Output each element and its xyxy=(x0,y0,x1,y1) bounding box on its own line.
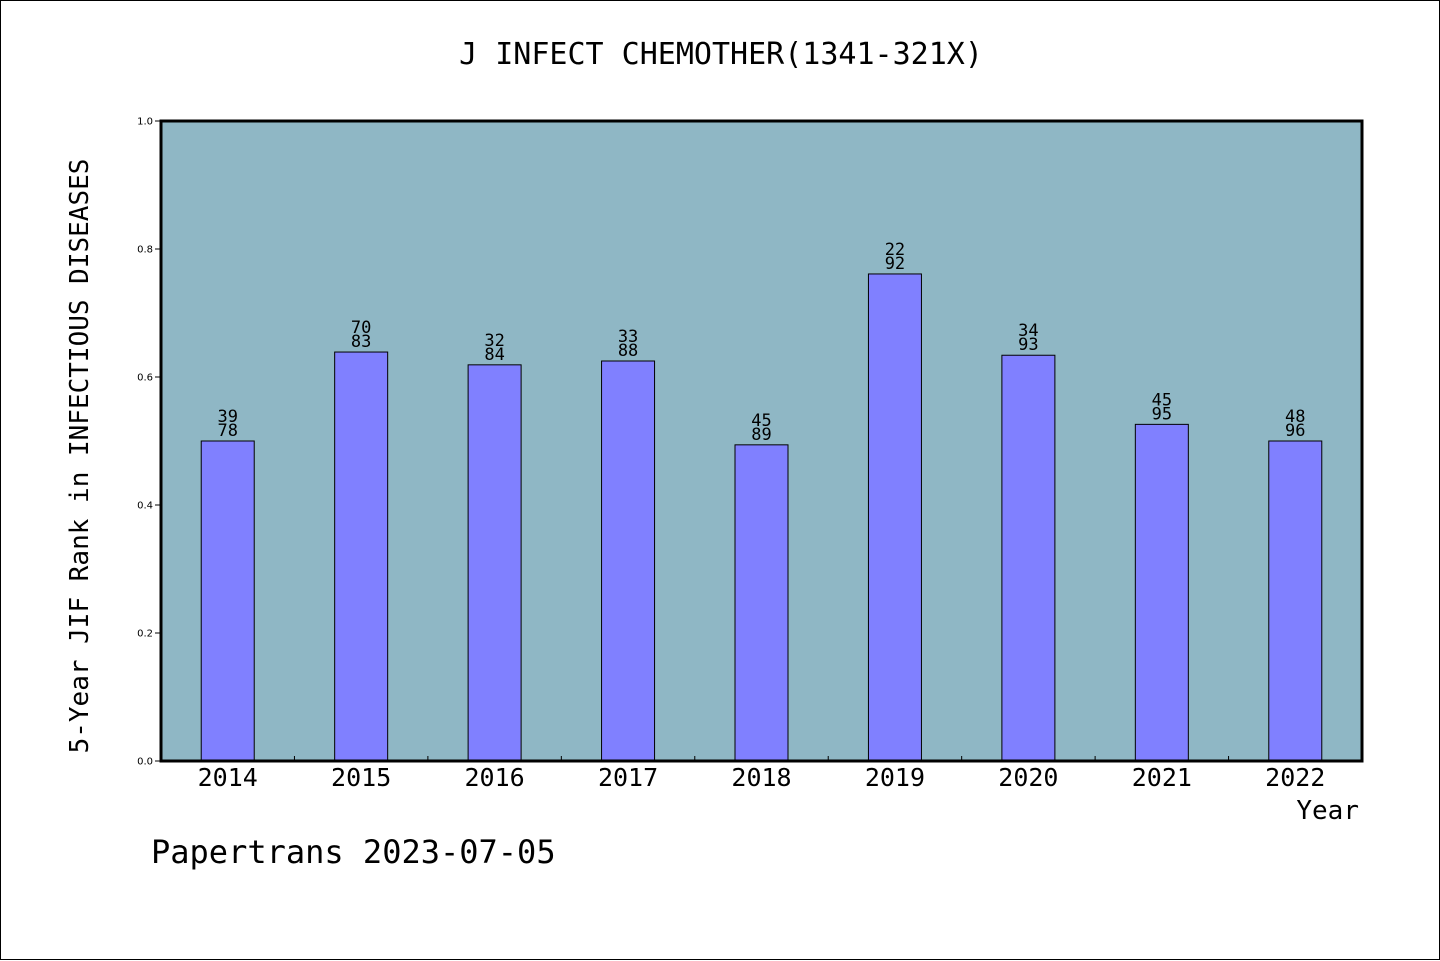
bar-label: 45 xyxy=(1152,390,1172,410)
x-tick-label: 2015 xyxy=(331,763,391,792)
y-tick-label: 0.6 xyxy=(137,373,153,384)
bar xyxy=(1001,354,1056,762)
bar xyxy=(601,360,656,762)
y-tick-label: 0.0 xyxy=(137,757,153,768)
bar-label: 95 xyxy=(1152,404,1172,424)
bar xyxy=(734,444,789,762)
x-tick-label: 2018 xyxy=(731,763,791,792)
bar-label: 88 xyxy=(618,341,638,361)
y-tick-label: 0.8 xyxy=(137,245,153,256)
x-tick-label: 2021 xyxy=(1132,763,1192,792)
x-tick-label: 2014 xyxy=(198,763,258,792)
bar-label: 45 xyxy=(751,411,771,431)
y-tick-label: 1.0 xyxy=(137,117,153,128)
bar xyxy=(1268,440,1323,762)
bar xyxy=(867,273,922,762)
bar-label: 92 xyxy=(885,254,905,274)
bar-label: 32 xyxy=(484,331,504,351)
y-tick-label: 0.4 xyxy=(137,501,153,512)
plot-frame xyxy=(159,119,1364,763)
x-tick-label: 2016 xyxy=(465,763,525,792)
bar-label: 89 xyxy=(751,425,771,445)
bar xyxy=(467,364,522,762)
bar-label: 34 xyxy=(1018,321,1038,341)
bar-label: 83 xyxy=(351,332,371,352)
bar xyxy=(1134,423,1189,762)
y-tick-label: 0.2 xyxy=(137,629,153,640)
bar-label: 96 xyxy=(1285,421,1305,441)
bar-label: 33 xyxy=(618,327,638,347)
bar-label: 93 xyxy=(1018,335,1038,355)
chart-title: J INFECT CHEMOTHER(1341-321X) xyxy=(459,37,983,72)
x-tick-label: 2017 xyxy=(598,763,658,792)
x-tick-label: 2022 xyxy=(1265,763,1325,792)
bar xyxy=(200,440,255,762)
bar xyxy=(334,351,389,762)
x-axis-label: Year xyxy=(1296,796,1359,826)
footer-source-date: Papertrans 2023-07-05 xyxy=(151,833,556,871)
bar-label: 48 xyxy=(1285,407,1305,427)
x-tick-label: 2020 xyxy=(998,763,1058,792)
bar-label: 39 xyxy=(217,407,237,427)
bar-label: 78 xyxy=(217,421,237,441)
bar-label: 70 xyxy=(351,318,371,338)
bar-label: 22 xyxy=(885,240,905,260)
bar-label: 84 xyxy=(484,345,504,365)
x-tick-label: 2019 xyxy=(865,763,925,792)
